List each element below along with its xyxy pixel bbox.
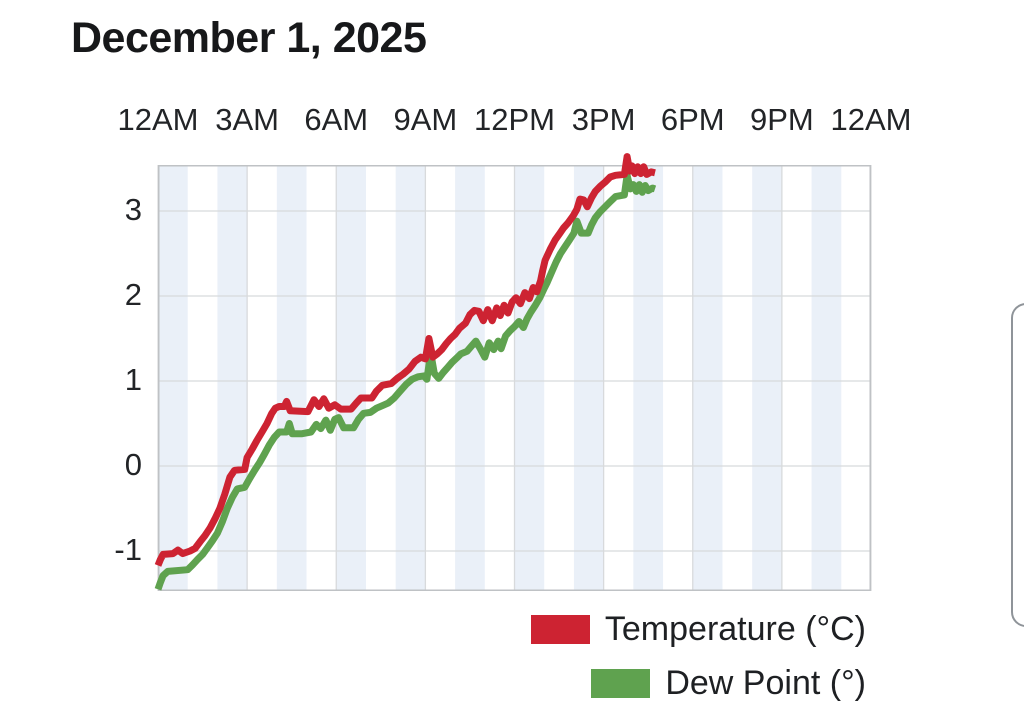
x-axis-label-9pm: 9PM	[750, 102, 814, 137]
hour-stripe	[752, 165, 782, 591]
legend-item-dewpoint: Dew Point (°)	[591, 664, 866, 703]
y-axis-label--1: -1	[114, 532, 142, 567]
legend-label: Dew Point (°)	[665, 664, 866, 702]
temperature-swatch-icon	[530, 615, 590, 644]
hour-stripe	[811, 165, 842, 591]
hour-stripe	[633, 165, 664, 591]
x-axis-label-12pm: 12PM	[474, 102, 555, 137]
x-axis-label-9am: 9AM	[393, 102, 458, 137]
x-axis-label-12am: 12AM	[117, 102, 199, 137]
hour-stripe	[336, 165, 366, 591]
plot-border	[158, 165, 871, 591]
y-axis-label-2: 2	[124, 277, 142, 312]
x-axis-label-6am: 6AM	[304, 102, 369, 137]
y-axis-label-0: 0	[124, 447, 142, 482]
y-axis-label-3: 3	[124, 192, 142, 227]
temperature-line	[154, 153, 656, 567]
hour-stripe	[514, 165, 545, 591]
hour-stripe	[692, 165, 723, 591]
dewpoint-line	[154, 171, 657, 591]
temperature-dewpoint-chart	[154, 153, 872, 591]
page-title: December 1, 2025	[71, 14, 427, 62]
dewpoint-swatch-icon	[591, 669, 651, 698]
x-axis-label-6pm: 6PM	[660, 102, 725, 137]
hour-stripe	[276, 165, 307, 591]
legend-item-temperature: Temperature (°C)	[530, 610, 866, 649]
next-card-peek[interactable]	[1011, 303, 1024, 627]
x-axis-label-12am: 12AM	[830, 102, 912, 137]
x-axis-label-3am: 3AM	[215, 102, 279, 137]
y-axis-label-1: 1	[124, 362, 142, 397]
chart-legend: Temperature (°C) Dew Point (°)	[530, 610, 866, 703]
x-axis-label-3pm: 3PM	[571, 102, 636, 137]
hour-stripe	[455, 165, 485, 591]
legend-label: Temperature (°C)	[604, 610, 866, 648]
hour-stripe	[158, 165, 188, 591]
